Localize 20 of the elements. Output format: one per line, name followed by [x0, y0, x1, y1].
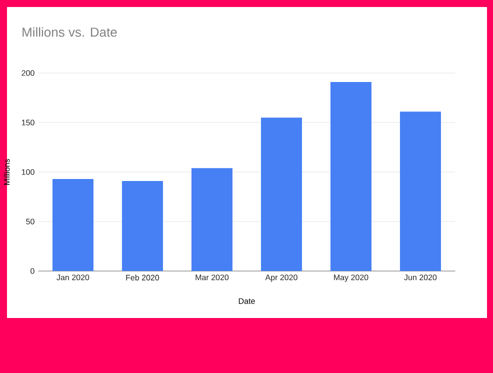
x-tick-label: May 2020 — [334, 274, 368, 282]
bar — [400, 112, 441, 272]
chart-title: Millions vs. Date — [22, 27, 117, 37]
x-tick-label: Jan 2020 — [56, 274, 90, 280]
x-tick-label: Jun 2020 — [404, 274, 437, 280]
bar — [191, 168, 232, 272]
x-axis-title: Date — [238, 298, 255, 304]
y-tick-label: 150 — [22, 120, 34, 126]
bar — [330, 82, 372, 272]
y-tick-label: 100 — [22, 169, 34, 175]
x-tick-label: Feb 2020 — [126, 274, 160, 280]
y-axis-title: Millions — [4, 158, 10, 185]
y-tick-label: 50 — [26, 218, 34, 224]
x-tick-label: Apr 2020 — [265, 274, 298, 282]
bar — [260, 118, 302, 272]
x-tick-label: Mar 2020 — [196, 274, 229, 280]
y-tick-label: 200 — [22, 70, 34, 76]
bar — [52, 178, 94, 272]
y-tick-label: 0 — [30, 268, 34, 274]
bar — [122, 180, 163, 272]
